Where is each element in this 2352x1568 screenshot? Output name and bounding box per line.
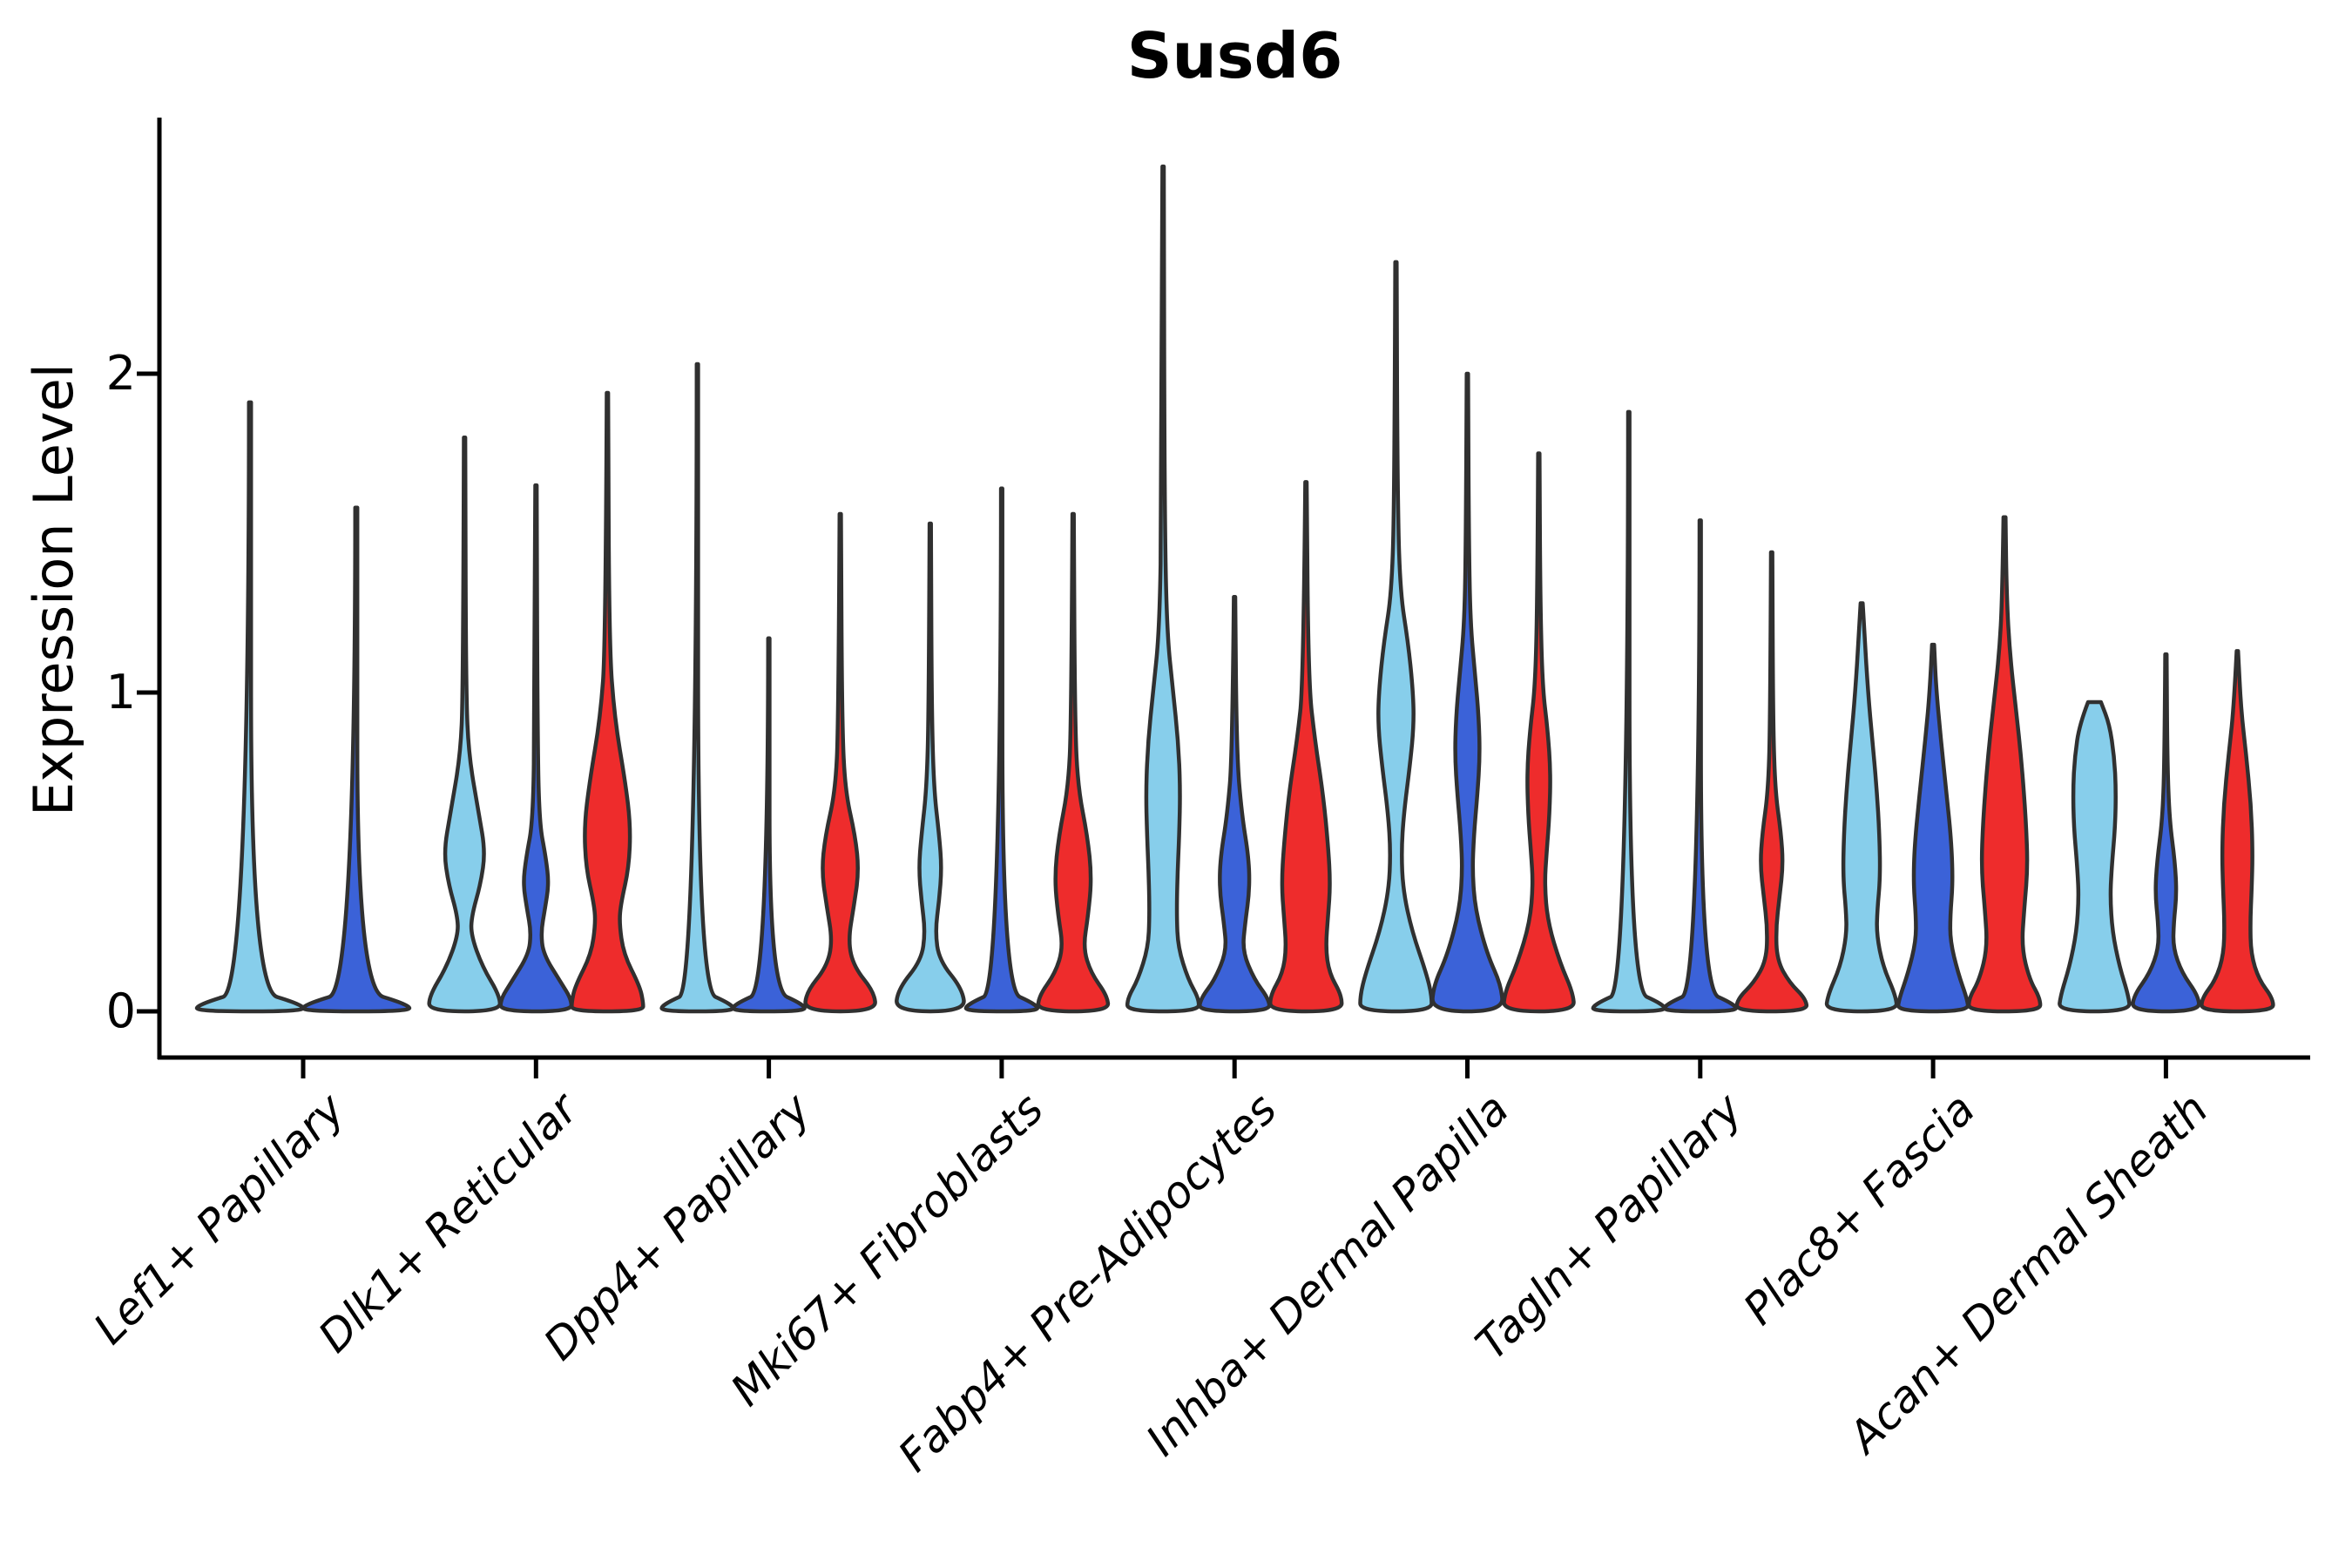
violin-plac8-fascia-s0 [1824,601,1899,1014]
violin-acan-dermal-sheath-s0 [2058,700,2132,1014]
violin-mki67-fibroblasts-s1 [963,486,1040,1014]
violin-dlk1-reticular-s0 [427,435,503,1014]
y-tick-label-2: 2 [105,346,136,401]
violin-tagln-papillary-s2 [1734,550,1809,1014]
violin-lef1-papillary-s0 [194,400,306,1014]
violin-plac8-fascia-s1 [1896,642,1970,1014]
violin-inhba-dermal-papilla-s2 [1502,451,1576,1014]
violin-dpp4-papillary-s0 [659,362,735,1014]
violin-dpp4-papillary-s2 [803,511,877,1014]
y-axis-label: Expression Level [22,363,85,816]
axes-layer [137,118,2310,1078]
violin-mki67-fibroblasts-s2 [1036,511,1111,1014]
violin-fabp4-pre-adipocytes-s2 [1267,480,1344,1014]
violin-tagln-papillary-s1 [1662,518,1739,1014]
violin-inhba-dermal-papilla-s0 [1358,260,1434,1014]
violin-mki67-fibroblasts-s0 [895,521,966,1014]
chart-title: Susd6 [1126,19,1343,92]
y-tick-label-1: 1 [105,665,136,720]
violin-plac8-fascia-s2 [1966,515,2043,1014]
violin-acan-dermal-sheath-s2 [2200,649,2275,1014]
violin-dpp4-papillary-s1 [731,636,807,1014]
violin-tagln-papillary-s0 [1591,409,1667,1014]
y-tick-label-0: 0 [105,983,136,1038]
violin-acan-dermal-sheath-s1 [2131,652,2201,1014]
violin-fabp4-pre-adipocytes-s1 [1197,594,1272,1014]
violin-fabp4-pre-adipocytes-s0 [1125,164,1201,1014]
violin-inhba-dermal-papilla-s1 [1430,371,1504,1014]
violin-dlk1-reticular-s1 [498,483,574,1014]
violin-lef1-papillary-s1 [301,505,412,1014]
violins-layer [194,164,2275,1014]
violin-dlk1-reticular-s2 [570,390,645,1014]
